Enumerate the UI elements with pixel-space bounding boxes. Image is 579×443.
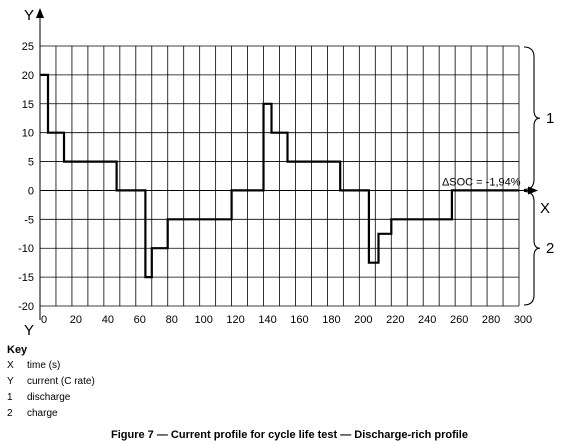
bracket-label: 2 [546, 240, 554, 257]
y-tick-label: -20 [18, 301, 34, 313]
y-axis-arrow [36, 8, 44, 18]
key-row: 2 charge [7, 408, 58, 419]
tick-labels: 25 20 15 10 5 0 -5 -10 -15 -20 0 20 40 60 80 100 120 140 1… [18, 41, 532, 326]
bracket [523, 46, 541, 190]
axes [36, 8, 538, 320]
brackets: 12 [523, 46, 554, 306]
x-tick-label: 140 [258, 314, 276, 326]
x-tick-label: 0 [41, 314, 47, 326]
x-tick-label: 200 [354, 314, 372, 326]
x-tick-label: 60 [134, 314, 146, 326]
bracket [523, 190, 541, 306]
key-text: discharge [27, 392, 71, 403]
y-tick-label: 10 [22, 128, 34, 140]
key-row: 1 discharge [7, 392, 70, 403]
x-tick-label: 240 [418, 314, 436, 326]
key-symbol: 1 [7, 392, 13, 403]
y-tick-label: -15 [18, 272, 34, 284]
x-tick-label: 80 [166, 314, 178, 326]
key-title: Key [7, 344, 28, 356]
key-text: charge [27, 408, 58, 419]
key-symbol: X [7, 360, 14, 371]
key-text: time (s) [27, 360, 61, 371]
y-tick-label: 5 [28, 157, 34, 169]
y-tick-label: -5 [24, 214, 34, 226]
x-tick-label: 180 [322, 314, 340, 326]
delta-soc-annotation: ΔSOC = -1,94% [442, 176, 521, 188]
x-tick-label: 280 [482, 314, 500, 326]
y-tick-label: 25 [22, 41, 34, 53]
x-tick-label: 160 [290, 314, 308, 326]
y-axis-label-top: Y [24, 7, 34, 24]
figure-caption: Figure 7 — Current profile for cycle lif… [111, 429, 468, 441]
x-tick-label: 40 [102, 314, 114, 326]
x-tick-label: 260 [450, 314, 468, 326]
x-tick-label: 20 [70, 314, 82, 326]
x-tick-label: 100 [194, 314, 212, 326]
series-layer [40, 73, 519, 279]
bracket-label: 1 [546, 110, 554, 127]
x-axis-arrow [528, 186, 538, 195]
grid [39, 45, 520, 307]
key-text: current (C rate) [27, 376, 95, 387]
x-axis-label: X [540, 200, 550, 217]
y-tick-label: 20 [22, 70, 34, 82]
y-axis-label-bottom: Y [24, 322, 34, 339]
key-symbol: Y [7, 376, 14, 387]
key-symbol: 2 [7, 408, 13, 419]
x-tick-label: 300 [514, 314, 532, 326]
current-profile-line [40, 73, 519, 279]
y-tick-label: -10 [18, 243, 34, 255]
x-tick-label: 120 [226, 314, 244, 326]
x-tick-label: 220 [386, 314, 404, 326]
y-tick-label: 15 [22, 99, 34, 111]
y-tick-label: 0 [28, 185, 34, 197]
